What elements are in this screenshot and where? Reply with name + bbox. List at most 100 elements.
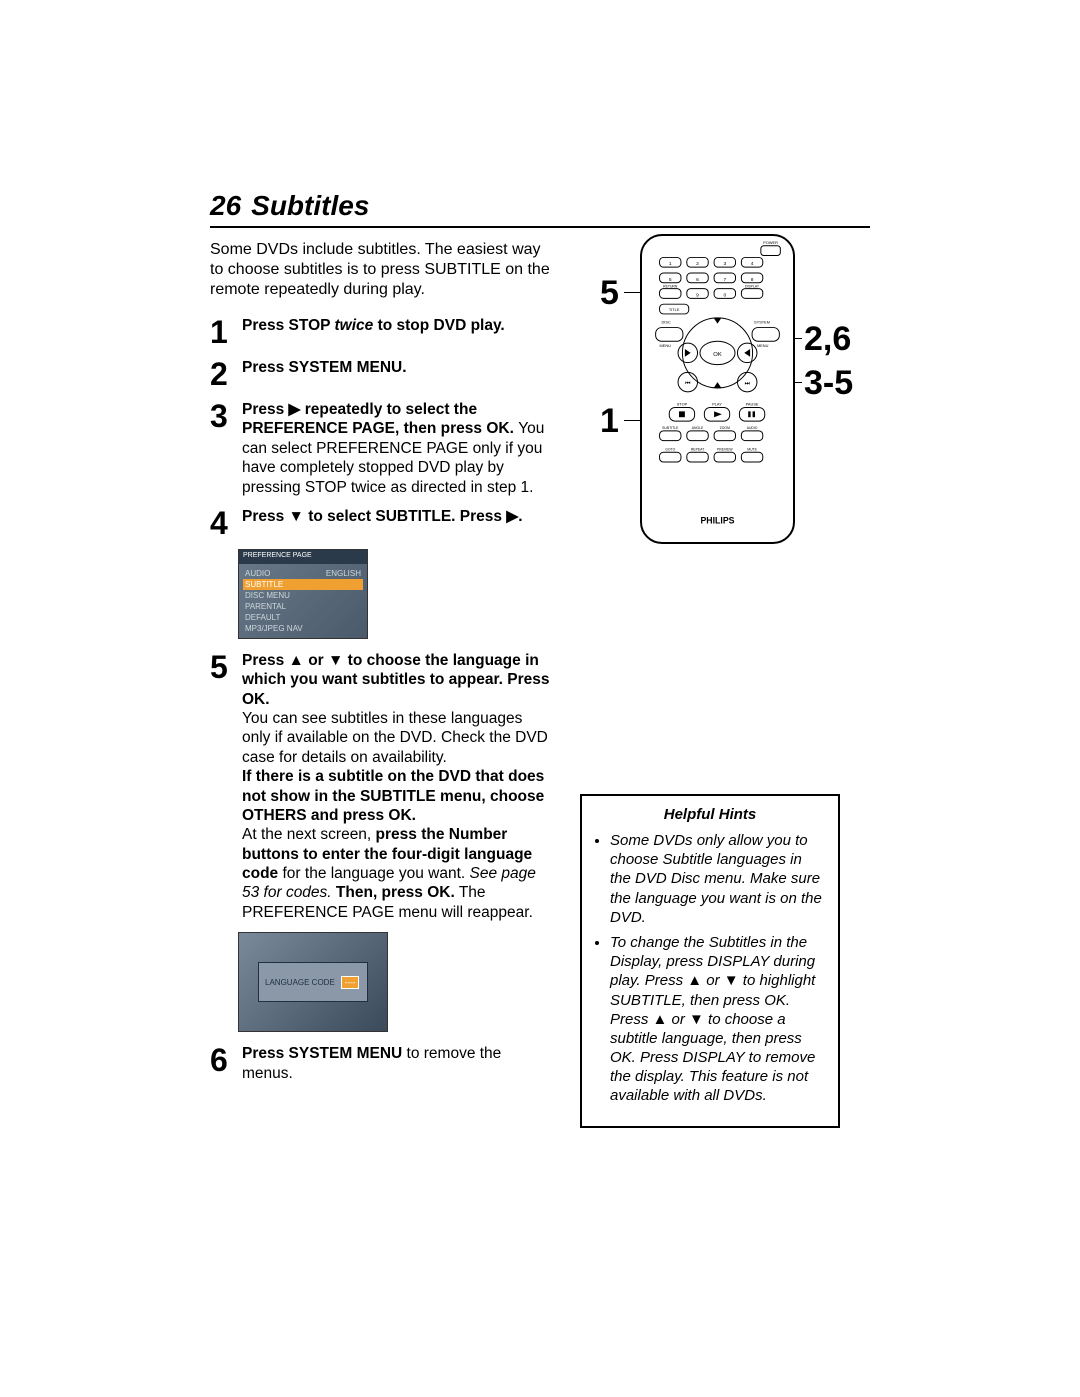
steps-list: 1 Press STOP twice to stop DVD play. 2 P… xyxy=(210,316,555,1083)
step-4-bold-b: to select SUBTITLE. Press xyxy=(304,508,506,525)
step-number: 2 xyxy=(210,358,238,390)
up-arrow-icon: ▲ xyxy=(289,651,304,670)
step-5-bold-f: Then, press OK. xyxy=(336,884,455,901)
menu-row: AUDIOENGLISH xyxy=(243,568,363,579)
callout-1: 1 xyxy=(600,404,619,438)
svg-text:7: 7 xyxy=(723,277,726,283)
svg-text:PLAY: PLAY xyxy=(712,402,722,407)
manual-page: 26Subtitles Some DVDs include subtitles.… xyxy=(210,190,870,1093)
svg-text:5: 5 xyxy=(669,277,672,283)
step-body: Press ▶ repeatedly to select the PREFERE… xyxy=(242,400,555,497)
step-1: 1 Press STOP twice to stop DVD play. xyxy=(210,316,555,348)
svg-text:AUDIO: AUDIO xyxy=(747,426,758,430)
step-6: 6 Press SYSTEM MENU to remove the menus. xyxy=(210,1044,555,1083)
step-5-bold-d: If there is a subtitle on the DVD that d… xyxy=(242,768,544,824)
svg-text:3: 3 xyxy=(723,261,726,267)
language-code-screenshot: LANGUAGE CODE ---- xyxy=(238,932,388,1032)
brand-label: PHILIPS xyxy=(700,515,734,525)
language-code-digits: ---- xyxy=(341,976,360,989)
svg-text:MUTE: MUTE xyxy=(747,447,757,451)
step-number: 3 xyxy=(210,400,238,432)
step-body: Press ▲ or ▼ to choose the language in w… xyxy=(242,651,555,922)
svg-text:REPEAT: REPEAT xyxy=(691,447,704,451)
step-number: 5 xyxy=(210,651,238,683)
svg-text:ZOOM: ZOOM xyxy=(720,426,730,430)
menu-row: DISC MENU xyxy=(243,590,363,601)
svg-text:2: 2 xyxy=(696,261,699,267)
svg-text:STOP: STOP xyxy=(677,402,688,407)
step-6-bold: Press SYSTEM MENU xyxy=(242,1045,402,1062)
svg-text:9: 9 xyxy=(696,292,699,298)
hint-item: Some DVDs only allow you to choose Subti… xyxy=(610,831,824,927)
step-number: 4 xyxy=(210,507,238,539)
svg-text:MENU: MENU xyxy=(660,343,672,348)
svg-text:GOTO: GOTO xyxy=(665,447,675,451)
step-3-bold-a: Press xyxy=(242,401,289,418)
svg-text:SUBTITLE: SUBTITLE xyxy=(662,426,679,430)
step-5: 5 Press ▲ or ▼ to choose the language in… xyxy=(210,651,555,922)
remote-diagram: 5 1 2,6 3-5 POWER 1 2 3 4 xyxy=(580,234,870,574)
menu-row: PARENTAL xyxy=(243,601,363,612)
step-1-bold-a: Press STOP xyxy=(242,317,335,334)
svg-text:PAUSE: PAUSE xyxy=(746,402,759,407)
svg-text:8: 8 xyxy=(751,277,754,283)
language-code-box: LANGUAGE CODE ---- xyxy=(258,962,368,1002)
page-heading: Subtitles xyxy=(251,190,369,221)
step-4-bold-c: . xyxy=(518,508,522,525)
callout-3-5: 3-5 xyxy=(804,366,853,400)
page-title: 26 Subtitles xyxy=(210,190,870,228)
right-column: 5 1 2,6 3-5 POWER 1 2 3 4 xyxy=(580,234,870,574)
preference-menu-screenshot: PREFERENCE PAGE AUDIOENGLISH SUBTITLE DI… xyxy=(238,549,368,639)
step-body: Press STOP twice to stop DVD play. xyxy=(242,316,555,335)
svg-text:1: 1 xyxy=(669,261,672,267)
step-2-bold: Press SYSTEM MENU. xyxy=(242,359,407,376)
page-number: 26 xyxy=(210,190,241,221)
svg-text:TITLE: TITLE xyxy=(669,307,680,312)
step-body: Press ▼ to select SUBTITLE. Press ▶. xyxy=(242,507,555,526)
step-number: 6 xyxy=(210,1044,238,1076)
step-body: Press SYSTEM MENU to remove the menus. xyxy=(242,1044,555,1083)
svg-text:MENU: MENU xyxy=(757,343,769,348)
language-code-label: LANGUAGE CODE xyxy=(265,978,335,987)
svg-text:⏮: ⏮ xyxy=(685,381,690,387)
right-arrow-icon: ▶ xyxy=(289,400,301,419)
step-body: Press SYSTEM MENU. xyxy=(242,358,555,377)
menu-header: PREFERENCE PAGE xyxy=(239,550,367,564)
down-arrow-icon: ▼ xyxy=(328,651,343,670)
hints-list: Some DVDs only allow you to choose Subti… xyxy=(596,831,824,1106)
step-3: 3 Press ▶ repeatedly to select the PREFE… xyxy=(210,400,555,497)
svg-text:RETURN: RETURN xyxy=(663,285,678,289)
callout-5: 5 xyxy=(600,276,619,310)
remote-control-icon: POWER 1 2 3 4 5 6 7 8 9 0 RETURN DISPLAY TITLE xyxy=(640,234,795,544)
svg-text:SYSTEM: SYSTEM xyxy=(754,320,770,325)
right-arrow-icon: ▶ xyxy=(506,507,518,526)
svg-text:PREVIEW: PREVIEW xyxy=(717,447,733,451)
hints-title: Helpful Hints xyxy=(596,806,824,823)
step-5-p2a: At the next screen, xyxy=(242,826,376,843)
svg-text:0: 0 xyxy=(723,292,726,298)
remote-svg: POWER 1 2 3 4 5 6 7 8 9 0 RETURN DISPLAY TITLE xyxy=(642,236,793,538)
svg-text:OK: OK xyxy=(713,352,722,358)
step-4: 4 Press ▼ to select SUBTITLE. Press ▶. xyxy=(210,507,555,539)
step-5-bold-b: or xyxy=(304,652,328,669)
svg-text:⏭: ⏭ xyxy=(745,381,751,387)
svg-text:POWER: POWER xyxy=(763,240,778,245)
svg-text:6: 6 xyxy=(696,277,699,283)
svg-text:DISPLAY: DISPLAY xyxy=(745,285,760,289)
step-4-bold-a: Press xyxy=(242,508,289,525)
menu-row: DEFAULT xyxy=(243,612,363,623)
svg-text:4: 4 xyxy=(751,261,754,267)
step-5-p1: You can see subtitles in these languages… xyxy=(242,710,548,766)
menu-row-highlight: SUBTITLE xyxy=(243,579,363,590)
intro-text: Some DVDs include subtitles. The easiest… xyxy=(210,240,550,300)
step-1-bold-b: to stop DVD play. xyxy=(373,317,504,334)
down-arrow-icon: ▼ xyxy=(289,507,304,526)
svg-text:DISC: DISC xyxy=(661,320,670,325)
helpful-hints-box: Helpful Hints Some DVDs only allow you t… xyxy=(580,794,840,1128)
step-number: 1 xyxy=(210,316,238,348)
step-5-bold-a: Press xyxy=(242,652,289,669)
callout-2-6: 2,6 xyxy=(804,322,851,356)
step-2: 2 Press SYSTEM MENU. xyxy=(210,358,555,390)
menu-row: MP3/JPEG NAV xyxy=(243,623,363,634)
step-1-italic: twice xyxy=(335,317,374,334)
